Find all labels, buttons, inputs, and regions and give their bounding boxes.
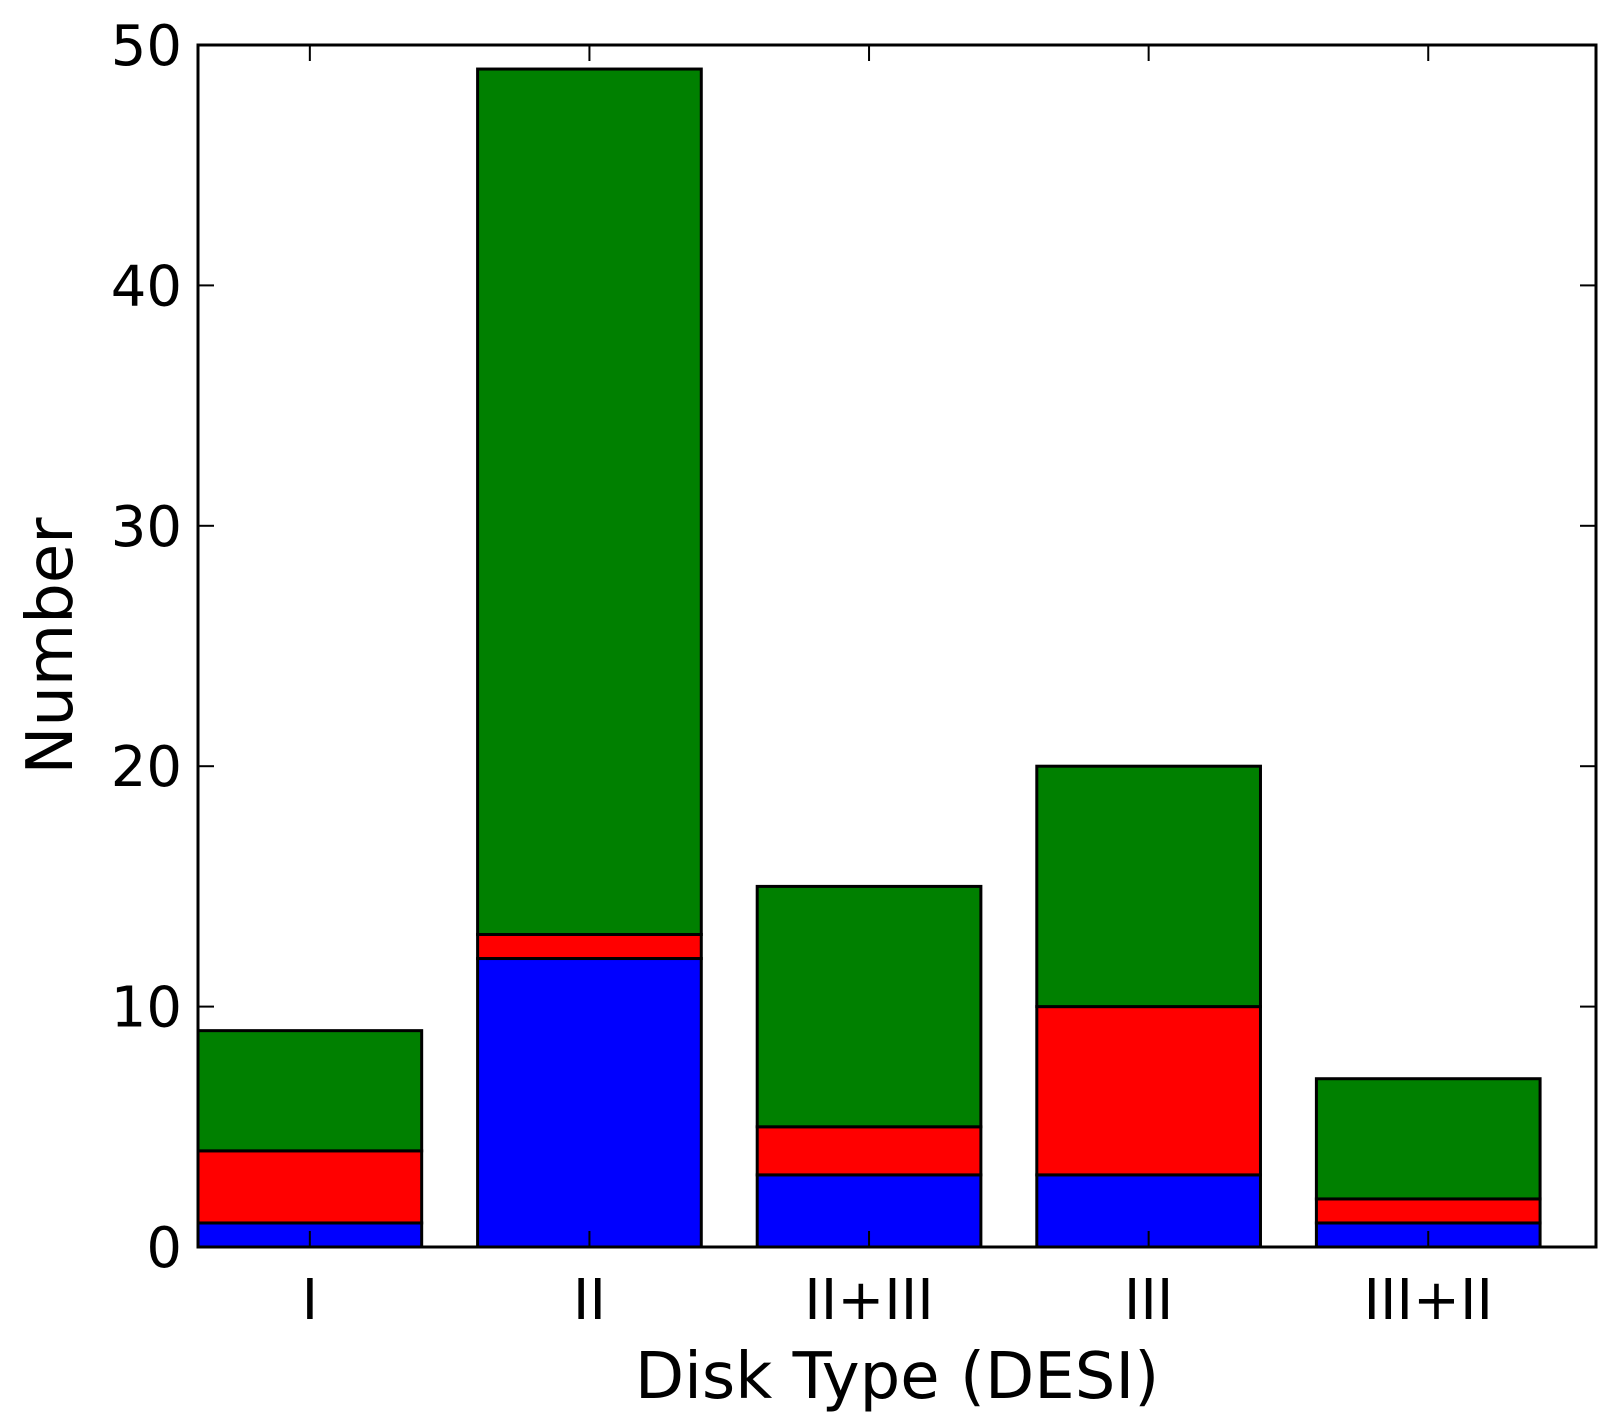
x-tick-label-iii-plus-ii: III+II <box>1363 1268 1493 1333</box>
y-tick-label-20: 20 <box>111 735 182 800</box>
bar-i-segment-2 <box>196 1149 424 1225</box>
y-axis-title: Number <box>14 517 88 775</box>
y-tick-label-10: 10 <box>111 976 182 1041</box>
bar-ii-segment-1 <box>476 957 703 1249</box>
y-tick-label-50: 50 <box>111 14 182 79</box>
x-tick-label-iii: III <box>1124 1268 1174 1333</box>
bar-ii-segment-2 <box>476 932 703 961</box>
x-axis-title: Disk Type (DESI) <box>635 1340 1159 1414</box>
y-tick-label-30: 30 <box>111 495 182 560</box>
bar-ii-plus-iii-segment-2 <box>755 1125 983 1177</box>
bar-ii-segment-3 <box>476 67 703 936</box>
bar-iii-segment-2 <box>1035 1005 1262 1177</box>
x-tick-label-ii: II <box>573 1268 606 1333</box>
bar-iii-segment-3 <box>1035 764 1262 1009</box>
bars-layer <box>196 67 1542 1249</box>
plot-frame <box>196 43 1598 1249</box>
bar-iii-plus-ii-segment-2 <box>1314 1197 1542 1225</box>
y-tick-label-0: 0 <box>146 1216 182 1281</box>
bar-ii-plus-iii-segment-3 <box>755 884 983 1129</box>
bar-iii-plus-ii-segment-3 <box>1314 1077 1542 1201</box>
bar-i-segment-3 <box>196 1029 424 1153</box>
x-tick-label-i: I <box>302 1268 319 1333</box>
y-tick-label-40: 40 <box>111 254 182 319</box>
x-tick-label-ii-plus-iii: II+III <box>804 1268 934 1333</box>
